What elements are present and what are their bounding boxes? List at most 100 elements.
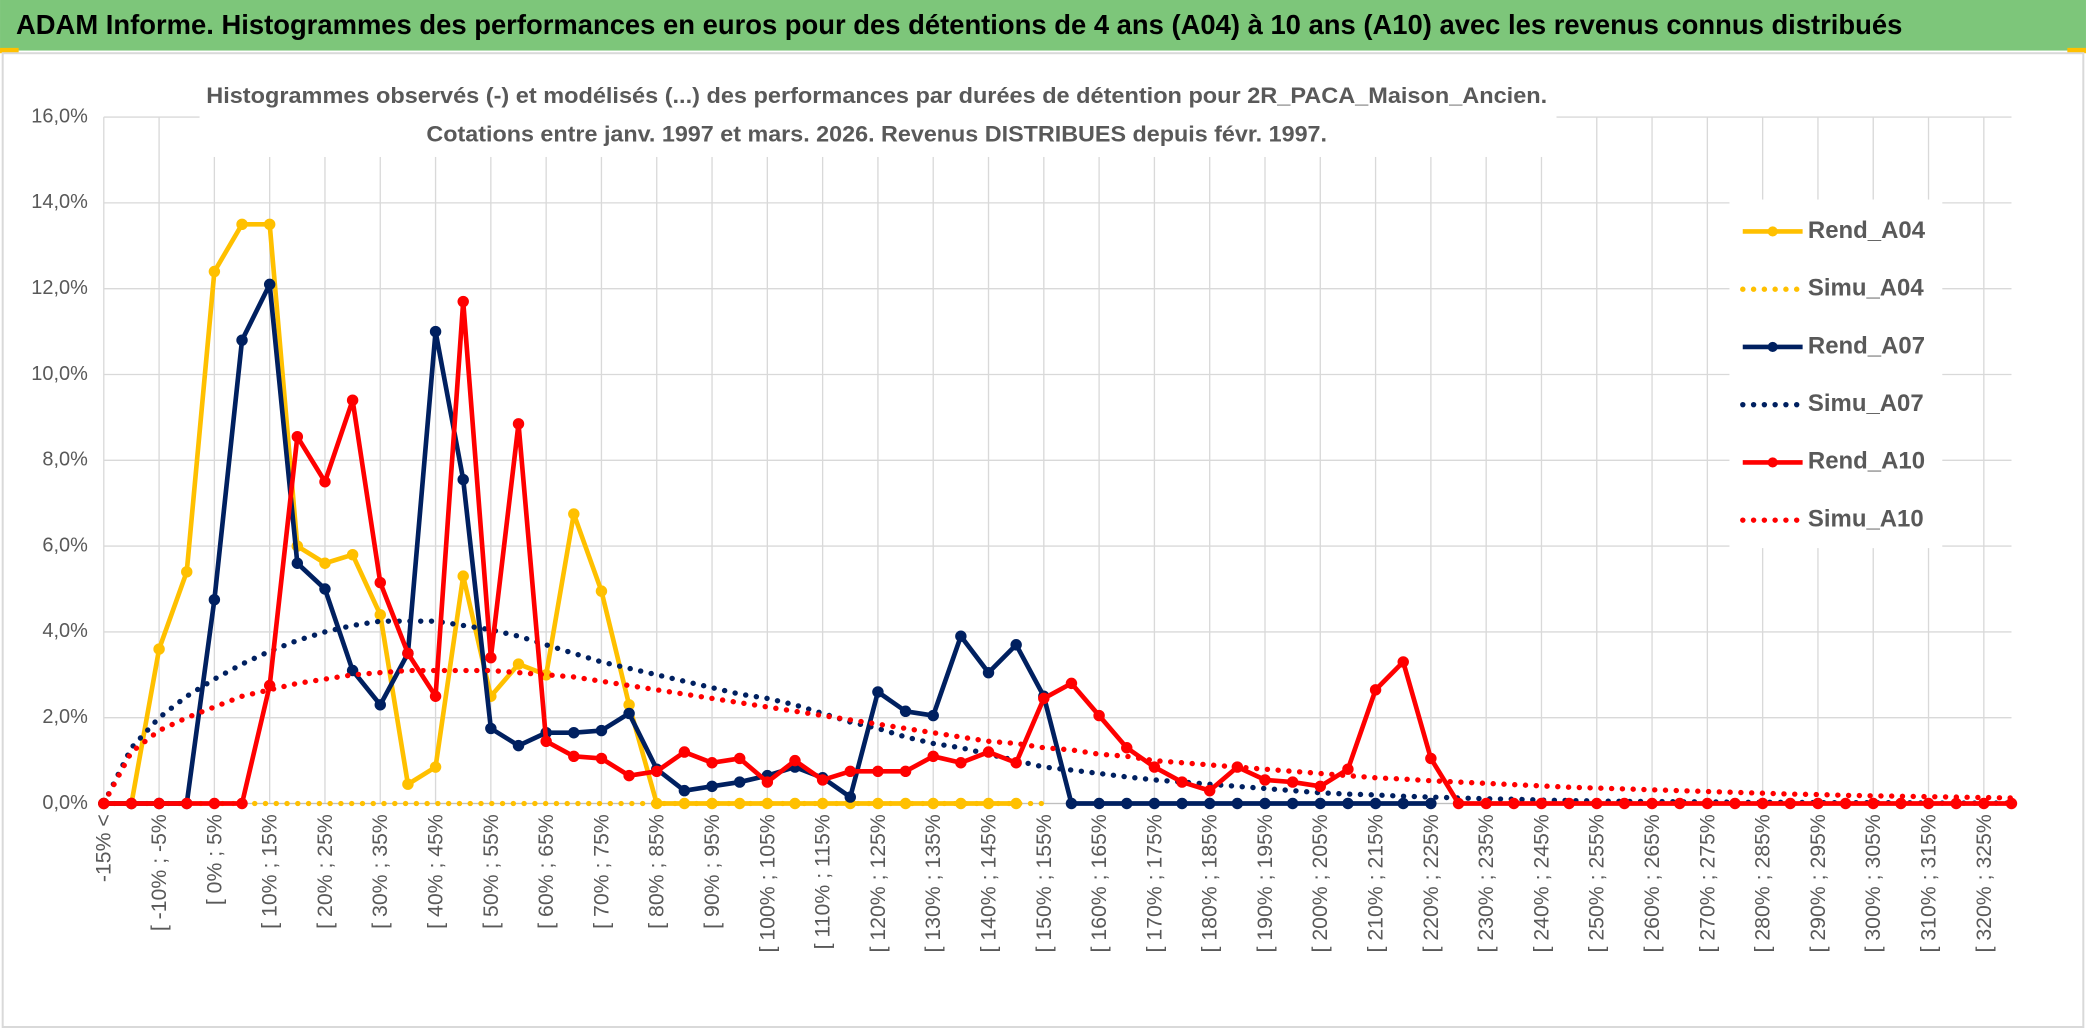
legend-backdrop [1729, 199, 1943, 549]
marker [1369, 684, 1382, 696]
marker [1839, 797, 1852, 810]
x-tick-label: [ 230% ; 235% [1474, 814, 1498, 952]
marker [623, 769, 635, 782]
title-backdrop [199, 77, 1557, 157]
y-tick-label: 6,0% [42, 534, 88, 556]
marker [1203, 797, 1216, 810]
marker [1038, 692, 1050, 705]
marker [429, 761, 442, 773]
marker [789, 754, 801, 767]
marker [263, 218, 276, 231]
legend-label: Rend_A10 [1808, 448, 1925, 475]
marker [1425, 752, 1437, 765]
plot-area [98, 218, 2018, 810]
marker [678, 746, 691, 758]
x-tick-label: [ 40% ; 45% [424, 814, 448, 929]
marker [706, 780, 718, 793]
marker [1729, 797, 1741, 810]
marker [1591, 797, 1603, 810]
marker [540, 735, 552, 748]
corner-accent [0, 47, 19, 54]
x-tick-label: -15% < [92, 814, 116, 882]
y-tick-label: 2,0% [42, 706, 88, 728]
marker [927, 750, 939, 763]
marker [595, 752, 608, 765]
marker [1121, 797, 1133, 810]
x-tick-label: [ 90% ; 95% [700, 814, 724, 929]
marker [1563, 797, 1575, 810]
legend-label: Simu_A04 [1808, 275, 1924, 302]
chart-title: Histogrammes observés (-) et modélisés (… [206, 83, 1547, 108]
marker [1342, 763, 1354, 775]
x-tick-label: [ 180% ; 185% [1198, 814, 1222, 952]
marker [485, 651, 497, 664]
marker [319, 557, 331, 569]
x-tick-label: [ 170% ; 175% [1142, 814, 1166, 952]
marker [402, 778, 414, 790]
marker [181, 797, 193, 810]
marker [512, 739, 525, 752]
marker [651, 765, 663, 778]
marker [899, 705, 912, 717]
y-tick-label: 14,0% [31, 191, 88, 213]
marker [208, 594, 221, 606]
marker [706, 757, 718, 769]
marker [1342, 797, 1354, 810]
marker [512, 418, 525, 430]
marker [319, 583, 331, 595]
x-tick-label: [ 60% ; 65% [534, 814, 558, 929]
marker [1369, 797, 1382, 810]
marker [1176, 797, 1188, 810]
marker [1784, 797, 1797, 810]
marker [1452, 797, 1465, 810]
marker [1148, 797, 1161, 810]
x-tick-label: [ 190% ; 195% [1253, 814, 1277, 952]
marker [1314, 780, 1327, 793]
marker [125, 797, 138, 810]
header-title: ADAM Informe. Histogrammes des performan… [16, 9, 1902, 40]
marker [457, 295, 469, 308]
x-tick-label: [ 260% ; 265% [1640, 814, 1664, 952]
x-tick-label: [ -10% ; -5% [147, 814, 171, 931]
axes: 0,0% 2,0% 4,0% 6,0% 8,0% 10,0% 12,0% 14,0% 16,0%… [31, 105, 2012, 952]
marker [1397, 656, 1409, 668]
marker [1065, 797, 1078, 810]
marker [1121, 742, 1133, 754]
x-tick-label: [ 20% ; 25% [313, 814, 337, 929]
marker [1950, 797, 1962, 810]
marker [872, 765, 884, 778]
x-tick-label: [ 120% ; 125% [866, 814, 890, 952]
x-tick-label: [ 110% ; 115% [811, 814, 835, 949]
marker [153, 643, 165, 655]
marker [1397, 797, 1409, 810]
marker [955, 757, 967, 769]
marker [1093, 797, 1105, 810]
x-tick-label: [ 150% ; 155% [1032, 814, 1056, 952]
x-tick-label: [ 300% ; 305% [1861, 814, 1885, 952]
x-tick-label: [ 0% ; 5% [202, 814, 226, 905]
marker [457, 570, 469, 582]
series-line [103, 222, 1017, 806]
marker [1701, 797, 1714, 810]
marker [208, 797, 221, 810]
marker [291, 557, 304, 569]
marker [1203, 784, 1216, 797]
marker [955, 630, 967, 642]
marker [181, 566, 193, 578]
marker [236, 218, 248, 231]
marker [1646, 797, 1658, 810]
marker [1812, 797, 1824, 810]
x-tick-label: [ 240% ; 245% [1529, 814, 1553, 952]
marker [1618, 797, 1631, 810]
y-tick-label: 12,0% [31, 277, 88, 299]
marker [1480, 797, 1492, 810]
corner-accent [2067, 47, 2086, 54]
legend-label: Simu_A10 [1808, 505, 1924, 532]
marker [1259, 797, 1271, 810]
marker [1065, 677, 1078, 690]
marker [982, 746, 995, 758]
x-tick-label: [ 280% ; 285% [1751, 814, 1775, 952]
marker [263, 278, 276, 291]
x-tick-label: [ 50% ; 55% [479, 814, 503, 929]
